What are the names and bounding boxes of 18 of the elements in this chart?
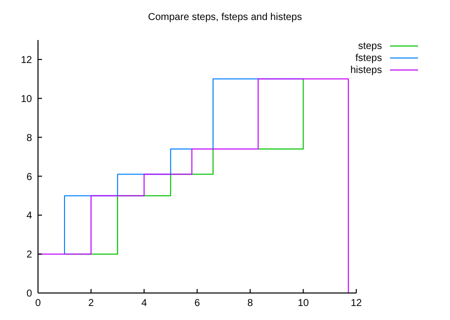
legend-label: fsteps <box>355 52 382 64</box>
y-tick-label: 2 <box>26 250 32 261</box>
y-tick-label: 10 <box>20 94 32 105</box>
legend-label: steps <box>358 40 382 52</box>
x-tick-label: 10 <box>298 298 310 310</box>
x-tick-label: 2 <box>88 298 94 310</box>
y-tick-label: 6 <box>26 172 32 183</box>
legend-label: histeps <box>350 64 382 76</box>
y-tick-label: 0 <box>26 288 32 300</box>
x-tick-label: 0 <box>35 298 42 310</box>
y-tick-label: 4 <box>26 210 32 222</box>
x-tick-label: 12 <box>350 298 362 310</box>
x-tick-label: 6 <box>194 298 200 310</box>
x-tick-label: 4 <box>141 298 148 310</box>
y-tick-label: 12 <box>20 55 32 66</box>
x-tick-label: 8 <box>247 298 254 310</box>
chart-title: Compare steps, fsteps and histeps <box>147 12 303 23</box>
y-tick-label: 8 <box>26 132 32 144</box>
